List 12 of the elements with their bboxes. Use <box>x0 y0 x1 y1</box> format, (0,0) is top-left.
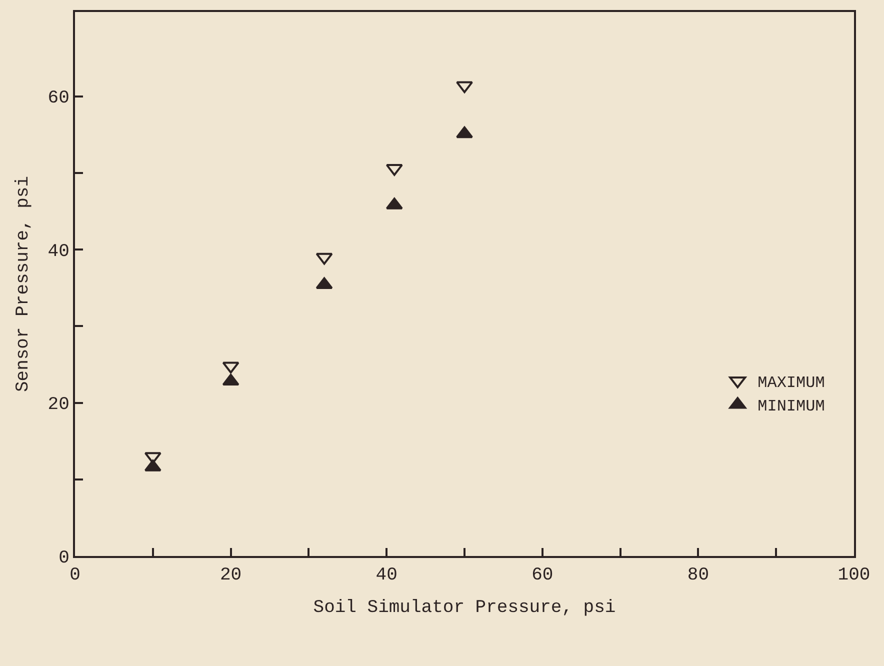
x-tick-label: 40 <box>376 566 398 586</box>
y-tick-label: 20 <box>48 395 70 416</box>
y-tick-label: 60 <box>48 88 70 109</box>
x-tick-label: 100 <box>838 566 870 586</box>
x-tick-label: 80 <box>687 566 710 586</box>
x-tick-label: 60 <box>532 566 554 586</box>
x-tick-label: 20 <box>220 566 242 586</box>
legend-label: MAXIMUM <box>758 374 825 392</box>
y-tick-label: 40 <box>48 242 70 262</box>
y-axis-title: Sensor Pressure, psi <box>13 176 34 392</box>
y-tick-label: 0 <box>58 548 70 568</box>
x-axis-title: Soil Simulator Pressure, psi <box>313 598 616 618</box>
